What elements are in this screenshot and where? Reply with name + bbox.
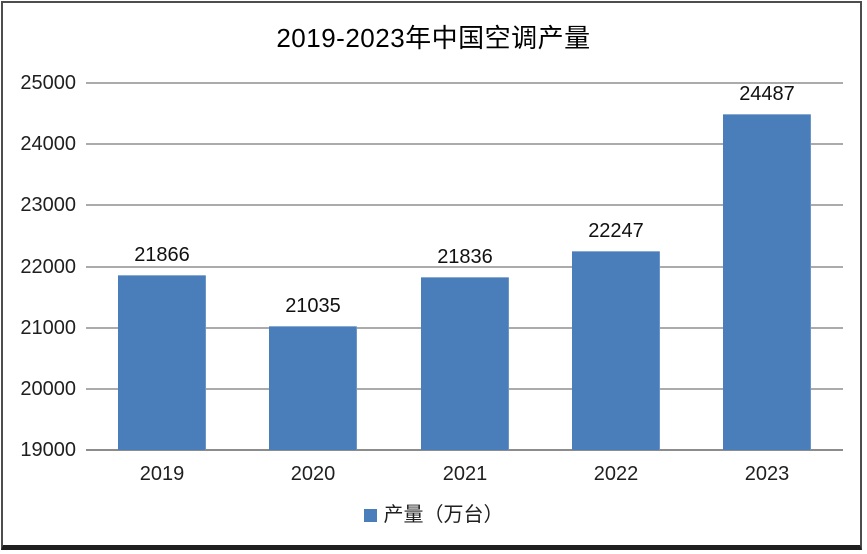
bar-value-label: 22247 xyxy=(588,220,644,242)
y-axis-tick-label: 22000 xyxy=(20,255,76,278)
y-axis-tick-label: 20000 xyxy=(20,377,76,400)
bar-value-label: 21836 xyxy=(437,246,493,268)
y-axis-tick-label: 21000 xyxy=(20,316,76,339)
y-axis-tick-label: 25000 xyxy=(20,72,76,94)
x-axis-line xyxy=(86,449,843,451)
x-axis-category-label: 2023 xyxy=(744,463,790,485)
bar-value-label: 21866 xyxy=(134,244,190,266)
legend-swatch-icon xyxy=(363,508,377,522)
gridline xyxy=(86,265,843,268)
chart-title: 2019-2023年中国空调产量 xyxy=(276,23,591,53)
x-axis-category-label: 2019 xyxy=(139,463,185,485)
gridline xyxy=(86,82,843,84)
bar-2021 xyxy=(421,277,509,450)
legend-series-label: 产量（万台） xyxy=(383,504,504,526)
bar-2019 xyxy=(118,275,206,450)
bar-2022 xyxy=(572,251,660,450)
y-axis-tick-label: 19000 xyxy=(20,439,76,461)
gridline xyxy=(86,143,843,146)
bar-value-label: 24487 xyxy=(739,83,795,105)
plot-area xyxy=(86,82,843,451)
x-axis-category-label: 2021 xyxy=(442,463,488,485)
legend: 产量（万台） xyxy=(0,501,867,529)
x-axis-category-label: 2022 xyxy=(593,463,639,485)
gridline xyxy=(86,204,843,207)
y-axis-tick-label: 23000 xyxy=(20,194,76,217)
x-axis-category-label: 2020 xyxy=(290,463,336,485)
bar-2020 xyxy=(269,326,357,450)
bar-2023 xyxy=(723,114,811,450)
y-axis-tick-label: 24000 xyxy=(20,133,76,156)
bar-value-label: 21035 xyxy=(285,295,341,317)
